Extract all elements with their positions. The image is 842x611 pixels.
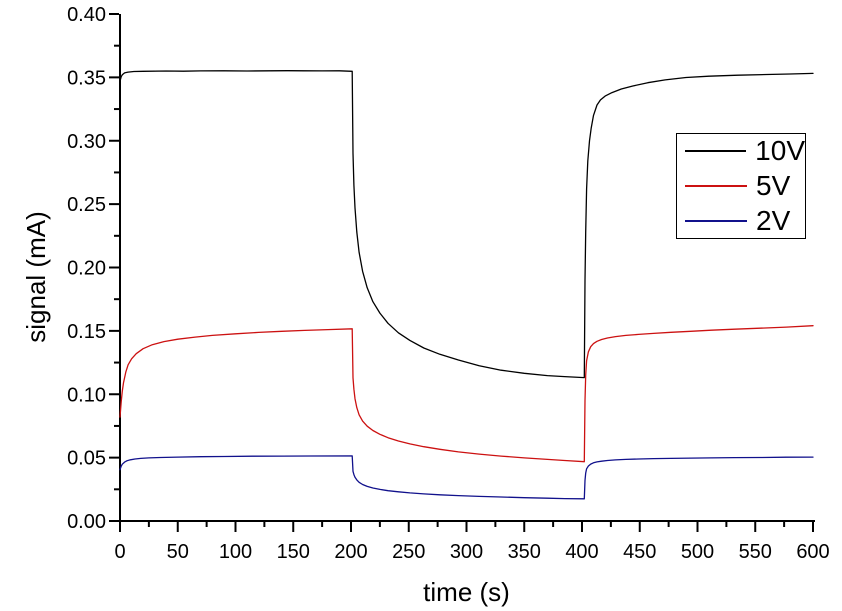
x-tick-label: 450 [623, 541, 656, 563]
x-tick-label: 0 [114, 541, 125, 563]
y-tick-label: 0.30 [67, 131, 106, 153]
legend-line-5v-swatch [685, 184, 747, 187]
x-tick-label: 550 [739, 541, 772, 563]
legend-line-10v-swatch [685, 150, 747, 153]
series-2V [119, 455, 814, 500]
x-tick-label: 500 [681, 541, 714, 563]
legend-entry-2v: 2V [685, 204, 805, 236]
legend-entry-5v: 5V [685, 169, 805, 201]
x-tick-label: 400 [565, 541, 598, 563]
legend-label-5v: 5V [756, 169, 791, 201]
x-tick-label: 50 [167, 541, 189, 563]
legend-entry-10v: 10V [685, 137, 805, 165]
y-axis-title: signal (mA) [21, 211, 51, 343]
x-tick-label: 200 [334, 541, 367, 563]
series-5V [119, 325, 814, 463]
y-tick-label: 0.20 [67, 258, 106, 280]
x-tick-label: 300 [450, 541, 483, 563]
y-tick-label: 0.00 [67, 511, 106, 533]
x-axis-title: time (s) [423, 577, 510, 607]
x-tick-label: 600 [796, 541, 829, 563]
legend-label-2v: 2V [756, 204, 791, 236]
x-tick-label: 250 [392, 541, 425, 563]
legend: 10V 5V 2V [676, 133, 806, 239]
y-tick-label: 0.15 [67, 321, 106, 343]
y-tick-label: 0.35 [67, 67, 106, 89]
series-10V [119, 70, 814, 379]
y-tick-label: 0.10 [67, 384, 106, 406]
y-tick-label: 0.40 [67, 4, 106, 26]
legend-label-10v: 10V [755, 135, 805, 167]
y-tick-label: 0.25 [67, 194, 106, 216]
legend-line-2v-swatch [685, 219, 747, 222]
x-tick-label: 350 [508, 541, 541, 563]
x-tick-label: 150 [277, 541, 310, 563]
y-tick-label: 0.05 [67, 448, 106, 470]
x-tick-label: 100 [219, 541, 252, 563]
